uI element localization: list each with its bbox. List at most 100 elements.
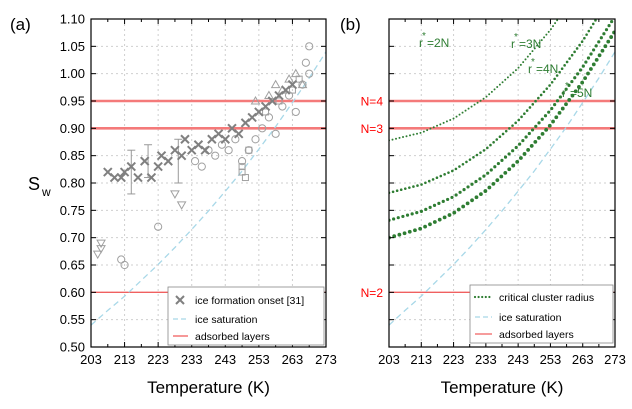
cross-stroke xyxy=(146,172,157,183)
cross-stroke xyxy=(153,161,163,172)
data-point-circle xyxy=(217,140,227,149)
curve-label-main: r xyxy=(511,37,515,51)
x-tick-label-a: 223 xyxy=(147,352,169,367)
data-point-circle xyxy=(224,146,233,155)
ice-saturation-curve xyxy=(91,51,326,326)
x-tick-label-a: 273 xyxy=(315,352,337,367)
data-point-triangle-down xyxy=(96,239,106,249)
data-point-cross xyxy=(153,161,163,172)
curve-label-sup: * xyxy=(531,57,535,68)
data-point-cross xyxy=(234,129,244,139)
legend-box-b xyxy=(469,284,614,344)
curve-label-sup: * xyxy=(514,32,518,43)
cross-stroke xyxy=(180,134,190,144)
x-tick-label-b: 223 xyxy=(443,352,465,367)
y-axis-title-a: S xyxy=(28,174,40,194)
x-axis-title-b: Temperature (K) xyxy=(441,378,564,397)
data-point-circle xyxy=(190,157,200,166)
data-point-circle xyxy=(291,107,300,117)
x-tick-label-b: 263 xyxy=(572,352,594,367)
cross-stroke xyxy=(200,145,210,155)
data-point-circle xyxy=(258,124,267,133)
curve-label-rest: =5N xyxy=(570,86,592,100)
cross-stroke xyxy=(234,129,244,139)
cross-stroke xyxy=(220,134,230,144)
critical-radius-curve xyxy=(389,19,598,195)
data-point-square xyxy=(275,97,283,105)
cross-stroke xyxy=(103,167,113,177)
critical-radius-curve xyxy=(389,29,615,240)
y-tick-label-a: 0.55 xyxy=(60,312,85,327)
data-point-circle xyxy=(231,135,240,144)
data-point-triangle-down xyxy=(176,201,187,210)
data-point-circle xyxy=(117,255,126,264)
data-point-cross xyxy=(116,172,126,183)
x-tick-label-b: 273 xyxy=(604,352,626,367)
data-point-cross xyxy=(176,150,187,161)
data-point-circle xyxy=(301,58,310,67)
data-point-cross xyxy=(140,156,150,166)
cross-stroke xyxy=(170,145,180,155)
curve-label-sup: * xyxy=(565,81,569,92)
cross-stroke xyxy=(156,150,167,161)
curve-label-sup: * xyxy=(422,31,426,42)
legend-label-a: ice saturation xyxy=(195,314,258,326)
y-tick-label-a: 1.00 xyxy=(60,66,85,81)
data-point-circle xyxy=(154,222,163,231)
data-point-triangle-up xyxy=(250,95,261,105)
y-tick-label-a: 0.70 xyxy=(60,230,85,245)
n-layer-label: N=2 xyxy=(361,286,384,300)
data-point-square xyxy=(288,86,296,94)
curve-label-main: r xyxy=(528,62,532,76)
legend-box-a xyxy=(167,286,325,346)
curve-label-rest: =3N xyxy=(519,37,541,51)
legend-label-b: critical cluster radius xyxy=(499,292,594,304)
x-tick-label-b: 203 xyxy=(378,352,400,367)
data-point-circle xyxy=(305,42,314,51)
cross-stroke xyxy=(126,161,136,172)
y-tick-label-a: 1.10 xyxy=(60,12,85,27)
x-axis-title-a: Temperature (K) xyxy=(147,378,270,397)
cross-stroke xyxy=(213,129,224,139)
plot-frame-a xyxy=(90,18,327,348)
data-point-triangle-up xyxy=(290,68,301,78)
critical-radius-curve xyxy=(389,19,615,222)
panel-label-a: (a) xyxy=(10,15,31,34)
data-point-square xyxy=(241,174,249,182)
data-point-circle xyxy=(271,129,280,138)
y-tick-label-a: 0.85 xyxy=(60,148,85,163)
data-point-triangle-up xyxy=(297,79,308,89)
curve-label-rest: =4N xyxy=(536,62,558,76)
data-point-cross xyxy=(133,172,143,183)
y-tick-label-a: 0.65 xyxy=(60,258,85,273)
cross-stroke xyxy=(116,172,126,183)
n-layer-label: N=4 xyxy=(361,95,384,109)
cross-stroke xyxy=(227,123,237,134)
panel-label-b: (b) xyxy=(340,15,361,34)
data-point-triangle-down xyxy=(92,250,103,260)
data-point-cross xyxy=(200,145,210,155)
x-tick-label-a: 263 xyxy=(282,352,304,367)
critical-radius-curve xyxy=(389,19,560,142)
data-point-cross xyxy=(126,161,136,172)
legend-label-b: ice saturation xyxy=(499,312,562,324)
x-tick-label-a: 243 xyxy=(214,352,236,367)
curve-label-main: r xyxy=(562,86,566,100)
x-tick-label-a: 253 xyxy=(248,352,270,367)
data-point-square xyxy=(262,108,270,116)
legend-swatch-cross xyxy=(175,295,185,305)
y-tick-label-a: 0.50 xyxy=(60,340,85,355)
data-point-triangle-down xyxy=(96,245,106,254)
legend-label-b: adsorbed layers xyxy=(499,329,574,341)
data-point-triangle-down xyxy=(170,190,180,199)
data-point-square xyxy=(238,163,246,171)
data-point-circle xyxy=(244,146,253,155)
ice-saturation-curve-b xyxy=(389,51,615,326)
data-point-cross xyxy=(287,79,298,90)
plot-frame-b xyxy=(388,18,616,348)
cross-stroke xyxy=(287,79,298,90)
y-tick-label-a: 0.60 xyxy=(60,285,85,300)
cross-stroke xyxy=(193,140,204,150)
cross-stroke xyxy=(140,156,150,166)
